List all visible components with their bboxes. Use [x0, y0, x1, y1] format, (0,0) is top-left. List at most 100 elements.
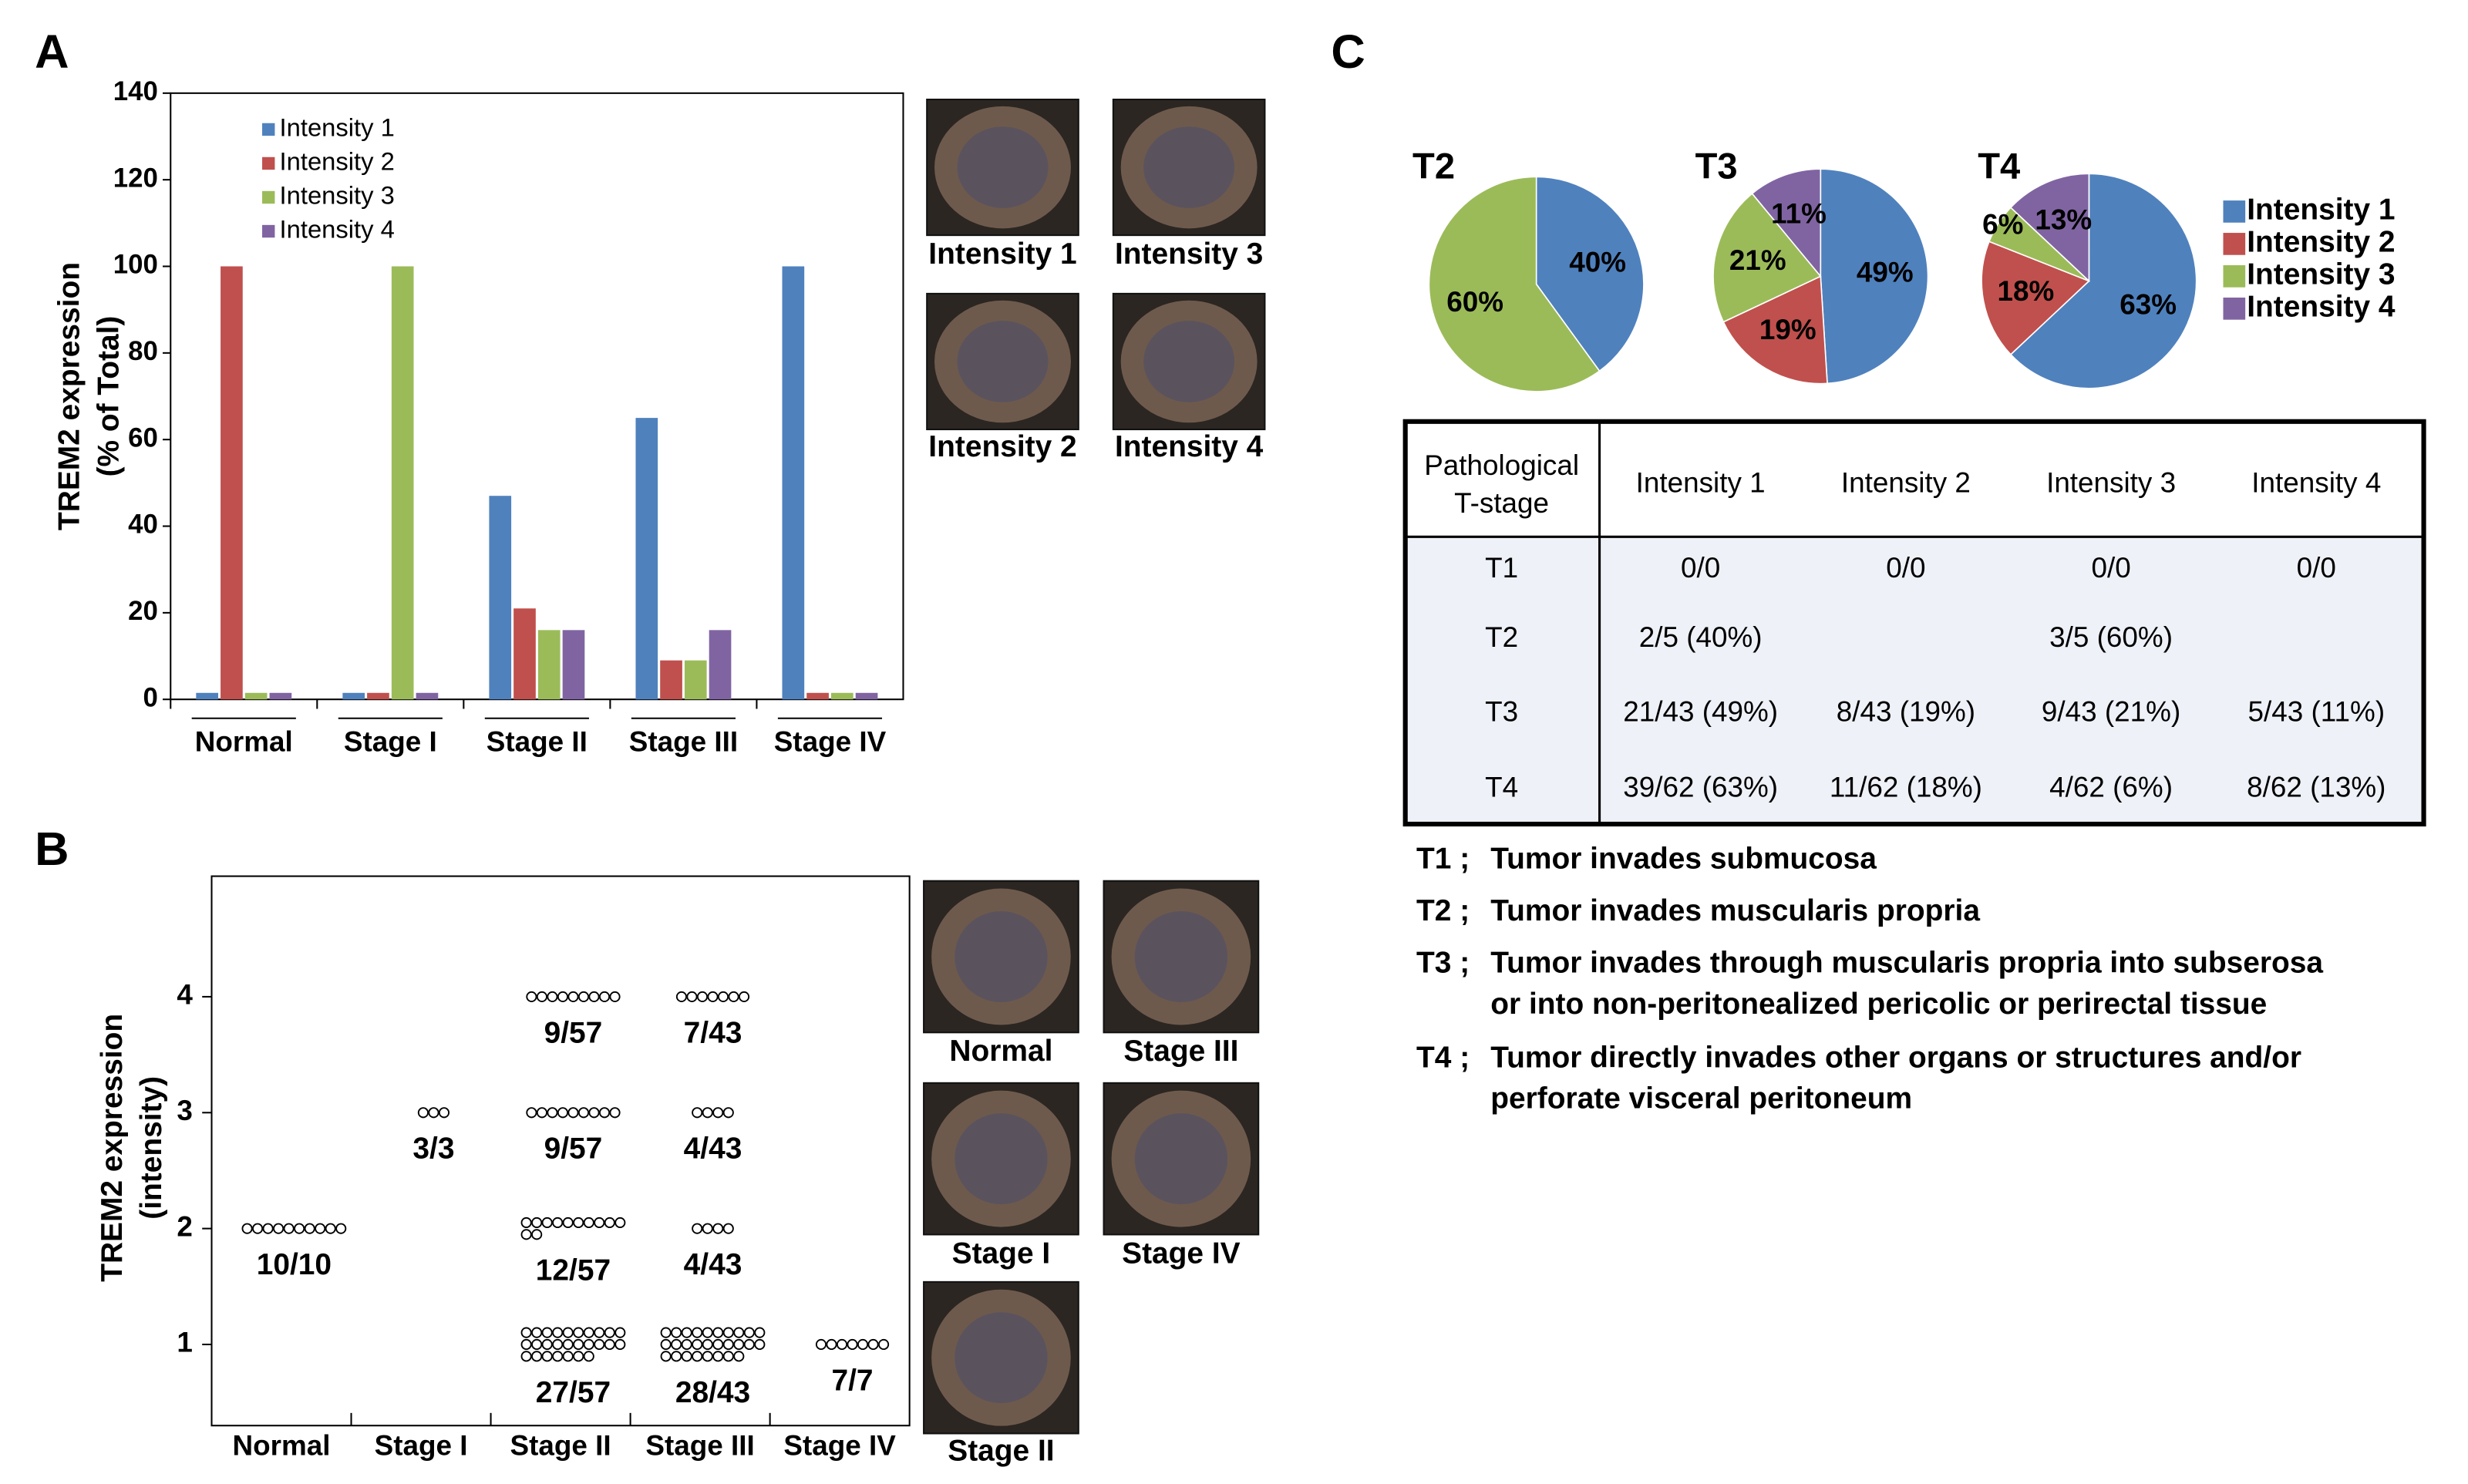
dot-group [417, 1107, 450, 1119]
dot-group [520, 1216, 626, 1240]
pie-slice [1751, 168, 1822, 278]
patient-dot [562, 1338, 574, 1351]
table-header-bg [1405, 421, 2424, 537]
patient-dot [552, 1327, 564, 1338]
patient-dot [438, 1107, 450, 1119]
patient-dot [594, 1216, 605, 1229]
legend-label: Intensity 1 [280, 113, 395, 142]
bar [391, 266, 414, 700]
bar [709, 630, 732, 700]
pie-title: T4 [1978, 146, 2020, 187]
patient-dot [573, 1351, 584, 1362]
count-label: 4/43 [684, 1132, 742, 1166]
patient-dot [728, 991, 739, 1002]
x-tick-label: Stage II [510, 1430, 611, 1462]
patient-dot [614, 1216, 626, 1229]
patient-dot [681, 1351, 692, 1362]
patient-dot [583, 1351, 594, 1362]
table-frame [1402, 419, 2426, 827]
patient-dot [588, 1107, 600, 1119]
dot-group [520, 1327, 626, 1362]
table-cell: 2/5 (40%) [1639, 621, 1763, 653]
dot-group [675, 991, 750, 1002]
bar [342, 692, 365, 700]
patient-dot [707, 991, 719, 1002]
bar [855, 692, 878, 700]
image-label: Intensity 2 [928, 430, 1076, 463]
patient-dot [335, 1223, 347, 1234]
dot-group [692, 1223, 734, 1234]
patient-dot [552, 1351, 564, 1362]
patient-dot [743, 1338, 755, 1351]
bar [221, 266, 243, 700]
pie-title: T3 [1695, 146, 1738, 187]
patient-dot [417, 1107, 429, 1119]
tissue-core-inner [1143, 126, 1235, 208]
patient-dot [733, 1338, 745, 1351]
patient-dot [588, 991, 600, 1002]
patient-dot [702, 1223, 713, 1234]
legend-label: Intensity 3 [2247, 258, 2395, 291]
pie-title: T2 [1412, 146, 1455, 187]
patient-dot [722, 1351, 734, 1362]
patient-dot [547, 1107, 558, 1119]
patient-dot [857, 1338, 869, 1351]
patient-dot [686, 991, 698, 1002]
patient-dot [712, 1223, 724, 1234]
patient-dot [567, 991, 579, 1002]
patient-dot [583, 1216, 594, 1229]
patient-dot [531, 1216, 543, 1229]
pie-slice [2009, 173, 2090, 283]
table-header: Intensity 3 [2046, 466, 2176, 498]
bar [562, 630, 585, 700]
patient-dot [541, 1338, 553, 1351]
x-tick-label: Stage I [344, 725, 437, 757]
tissue-core-inner [1134, 911, 1228, 1002]
patient-dot [567, 1107, 579, 1119]
patient-dot [273, 1223, 285, 1234]
image-label: Normal [949, 1035, 1052, 1068]
patient-dot [541, 1351, 553, 1362]
table-cell: 0/0 [1681, 552, 1720, 584]
bar [660, 660, 682, 700]
y-tick-label: 140 [113, 76, 158, 106]
image-label: Stage I [952, 1237, 1051, 1270]
patient-dot [733, 1327, 745, 1338]
patient-dot [702, 1327, 713, 1338]
patient-dot [614, 1327, 626, 1338]
image-label: Intensity 4 [1115, 430, 1264, 463]
patient-dot [428, 1107, 439, 1119]
patient-dot [562, 1351, 574, 1362]
y-tick-label: 40 [128, 510, 158, 540]
legend-swatch [262, 123, 275, 136]
patient-dot [304, 1223, 315, 1234]
bar [489, 496, 512, 700]
patient-dot [552, 1216, 564, 1229]
image-label: Stage III [1123, 1035, 1238, 1068]
y-tick-label: 0 [143, 682, 158, 712]
y-tick-label: 80 [128, 336, 158, 366]
table-header: Intensity 2 [1841, 466, 1971, 498]
panel-letter: C [1331, 25, 1365, 79]
bar [537, 630, 561, 700]
patient-dot [702, 1107, 713, 1119]
note-term: T4 ; [1416, 1041, 1470, 1074]
patient-dot [325, 1223, 336, 1234]
table-header: Intensity 1 [1636, 466, 1766, 498]
patient-dot [573, 1216, 584, 1229]
pie-slice [1535, 176, 1645, 372]
patient-dot [557, 991, 569, 1002]
bar [830, 692, 854, 700]
patient-dot [562, 1216, 574, 1229]
patient-dot [547, 991, 558, 1002]
plot-frame [210, 875, 911, 1427]
pie-slice [1712, 192, 1822, 323]
table-header: Pathological [1424, 449, 1579, 481]
pie-value-label: 40% [1569, 247, 1626, 278]
y-axis-label: (% of Total) [93, 316, 126, 477]
count-label: 7/7 [831, 1364, 873, 1397]
note-text: Tumor invades through muscularis propria… [1490, 947, 2323, 980]
patient-dot [660, 1351, 672, 1362]
pie-slice [1428, 176, 1601, 392]
panel-letter: A [35, 25, 69, 79]
